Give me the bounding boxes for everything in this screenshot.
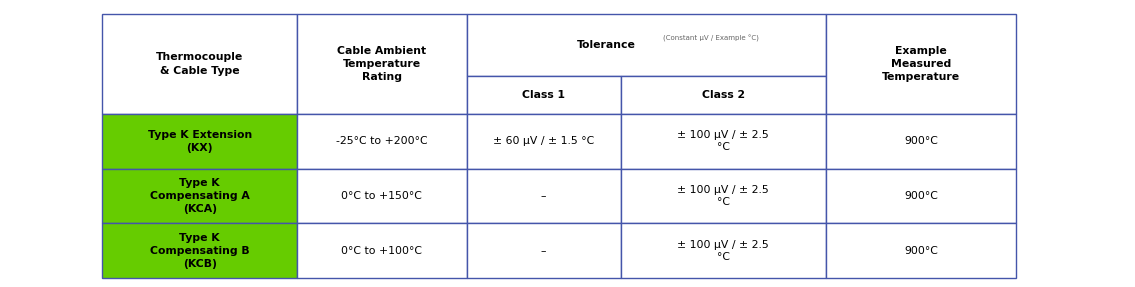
Text: 900°C: 900°C <box>903 191 938 201</box>
Text: ± 100 μV / ± 2.5
°C: ± 100 μV / ± 2.5 °C <box>678 240 770 262</box>
Text: 900°C: 900°C <box>903 136 938 146</box>
Text: Cable Ambient
Temperature
Rating: Cable Ambient Temperature Rating <box>337 46 427 82</box>
Bar <box>621 114 826 168</box>
Bar <box>466 114 621 168</box>
Text: ± 100 μV / ± 2.5
°C: ± 100 μV / ± 2.5 °C <box>678 185 770 207</box>
Bar <box>621 76 826 114</box>
Text: Type K Extension
(KX): Type K Extension (KX) <box>148 129 252 153</box>
Bar <box>826 14 1016 114</box>
Bar <box>466 168 621 224</box>
Bar <box>297 114 466 168</box>
Text: Tolerance: Tolerance <box>577 40 636 50</box>
Text: Type K
Compensating A
(KCA): Type K Compensating A (KCA) <box>150 178 250 214</box>
Bar <box>826 114 1016 168</box>
Bar <box>297 224 466 278</box>
Bar <box>621 224 826 278</box>
Text: ± 60 μV / ± 1.5 °C: ± 60 μV / ± 1.5 °C <box>493 136 595 146</box>
Text: Thermocouple
& Cable Type: Thermocouple & Cable Type <box>155 53 243 75</box>
Bar <box>466 14 826 76</box>
Bar <box>466 76 621 114</box>
Bar <box>102 14 297 114</box>
Text: –: – <box>541 191 546 201</box>
Text: -25°C to +200°C: -25°C to +200°C <box>336 136 428 146</box>
Bar <box>102 168 297 224</box>
Bar <box>102 224 297 278</box>
Text: Class 1: Class 1 <box>522 90 565 100</box>
Bar <box>826 168 1016 224</box>
Bar <box>297 14 466 114</box>
Text: –: – <box>541 246 546 256</box>
Text: 0°C to +150°C: 0°C to +150°C <box>342 191 422 201</box>
Text: 900°C: 900°C <box>903 246 938 256</box>
Text: Type K
Compensating B
(KCB): Type K Compensating B (KCB) <box>150 233 250 269</box>
Bar <box>621 168 826 224</box>
Text: ± 100 μV / ± 2.5
°C: ± 100 μV / ± 2.5 °C <box>678 130 770 152</box>
Text: Example
Measured
Temperature: Example Measured Temperature <box>882 46 960 82</box>
Text: Class 2: Class 2 <box>701 90 745 100</box>
Text: (Constant μV / Example °C): (Constant μV / Example °C) <box>663 34 759 42</box>
Bar <box>826 224 1016 278</box>
Bar <box>466 224 621 278</box>
Bar <box>297 168 466 224</box>
Bar <box>102 114 297 168</box>
Text: 0°C to +100°C: 0°C to +100°C <box>342 246 422 256</box>
